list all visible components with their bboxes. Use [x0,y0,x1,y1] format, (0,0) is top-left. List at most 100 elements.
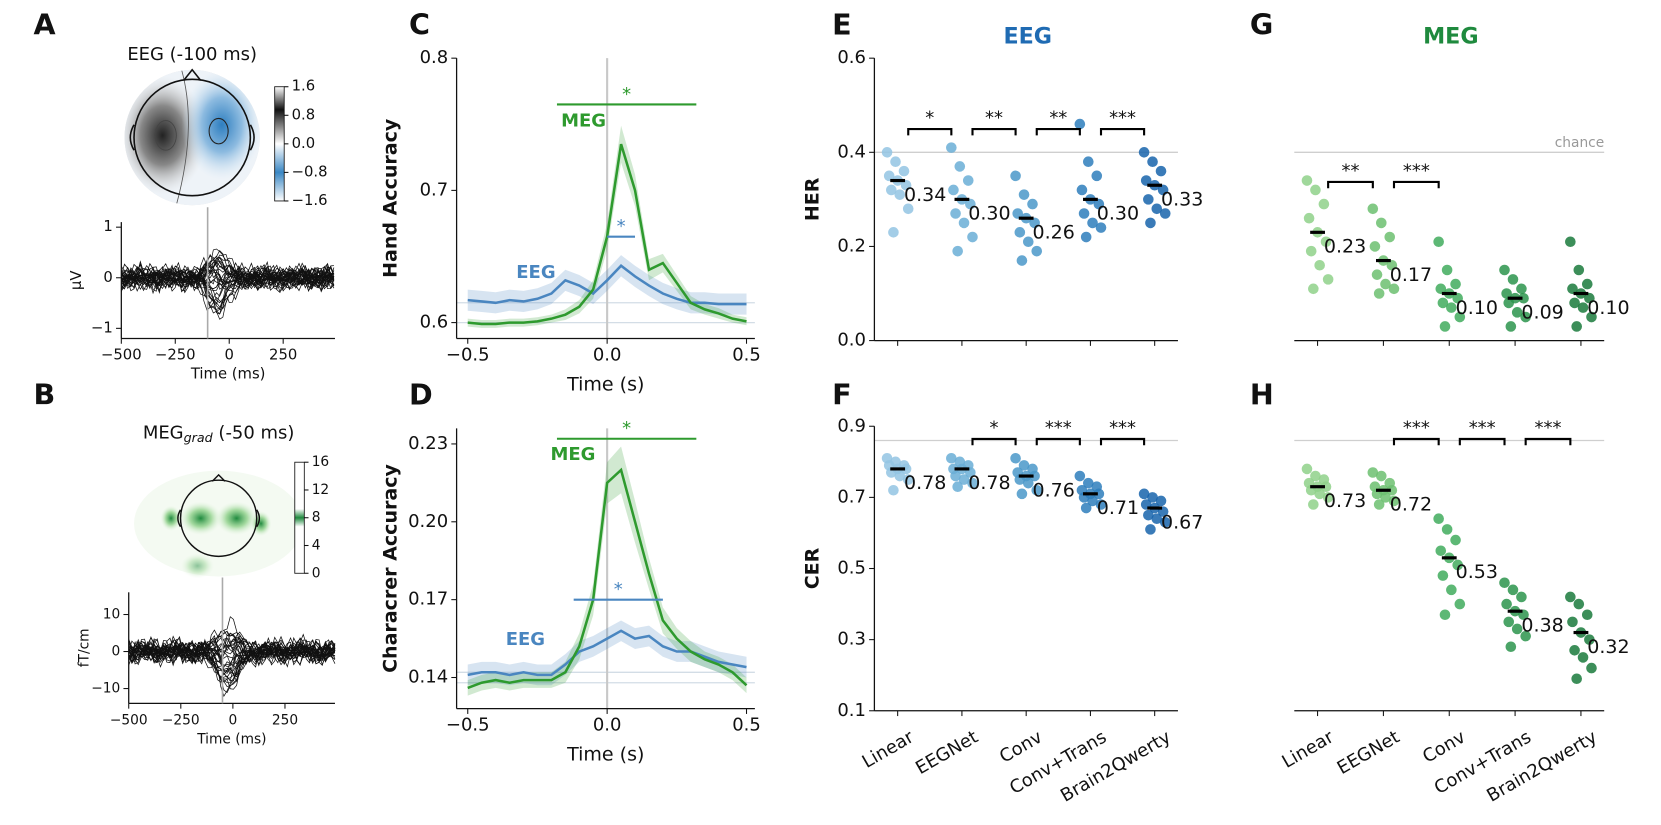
x-tick-label: 250 [272,712,298,728]
significance-label: * [617,216,626,237]
x-tick-label: 0 [225,346,234,363]
significance-bracket [907,127,953,136]
point [1074,118,1086,130]
point [1151,203,1163,215]
point [894,189,906,200]
series-label: MEG [561,111,606,132]
x-tick-label: EEGNet [1334,727,1404,779]
significance-bracket [1524,437,1572,446]
y-tick-label: 0.6 [420,312,449,333]
point [1371,269,1383,280]
point [1143,509,1154,521]
point [1503,297,1515,309]
significance-label: *** [1403,160,1430,181]
panel-letter: F [832,378,852,412]
y-tick-label: 0.3 [837,629,866,650]
median-label: 0.30 [1097,203,1139,225]
significance-bracket [1099,437,1146,446]
point [898,165,910,177]
y-tick-label: 0.0 [837,330,866,351]
point [1507,584,1519,596]
point [1571,673,1582,685]
point [1386,484,1398,496]
x-tick-label: −500 [101,346,142,363]
point [1380,278,1391,290]
point [1567,283,1578,295]
median-label: 0.23 [1324,236,1366,258]
series-label: EEG [506,629,545,650]
point [1080,502,1092,514]
point [946,452,957,464]
trace [128,637,336,663]
point [1569,645,1580,656]
significance-bracket [1035,437,1081,446]
point [962,175,974,186]
point [965,198,976,210]
panel-letter: A [34,7,56,41]
point [1376,217,1387,229]
colorbar-tick-label: 0.8 [292,106,316,123]
y-tick-label: 0 [112,644,121,660]
point [1303,212,1315,224]
point [1454,311,1466,323]
y-tick-label: 0.23 [408,433,448,454]
point [1157,184,1169,196]
median-label: 0.38 [1521,614,1563,636]
point [883,170,895,182]
point [1505,641,1517,653]
y-tick-label: 0.6 [837,47,866,68]
x-tick-label: −0.5 [446,715,490,736]
median-label: 0.78 [904,472,946,494]
significance-label: * [990,417,999,438]
point [1155,495,1167,507]
point [1016,488,1028,500]
x-axis-label: Time (ms) [190,365,266,382]
significance-label: *** [1109,417,1136,438]
title-suffix: (-50 ms) [213,423,295,444]
x-tick-label: Linear [1278,726,1337,772]
x-axis-label: Time (ms) [196,731,266,747]
y-tick-label: 10 [103,607,121,623]
point [1027,198,1038,210]
median-label: 0.67 [1161,511,1203,533]
point [954,161,966,172]
y-tick-label: −1 [91,319,113,336]
panel-title: EEG [1003,24,1052,50]
point [1450,534,1461,546]
y-axis-label: Characrer Accuracy [380,464,402,673]
point [1452,559,1463,571]
point [1437,570,1449,581]
y-tick-label: 1 [103,218,112,235]
point [1581,609,1593,621]
significance-bracket [1392,180,1440,189]
panel-title: MEG [1423,24,1479,50]
median-label: 0.30 [968,203,1010,225]
y-tick-label: 0.4 [837,141,866,162]
point [1322,492,1334,503]
x-tick-label: Linear [859,726,918,772]
point [1452,292,1463,304]
point [1565,236,1576,248]
trace [128,640,336,676]
point [890,156,901,168]
trace [128,635,336,678]
y-tick-label: −10 [91,681,120,697]
significance-label: * [622,84,631,105]
point [1441,264,1453,276]
point [1308,499,1319,510]
significance-label: *** [1045,417,1072,438]
y-axis-label: fT/cm [76,628,92,667]
y-tick-label: 0.20 [408,511,448,532]
colorbar-tick-label: 16 [312,454,329,470]
trace [128,635,336,697]
point [894,470,906,482]
ci-band [467,446,747,696]
point [1095,499,1107,510]
x-tick-label: 0.5 [732,715,761,736]
x-tick-label: Conv [1419,726,1469,767]
point [888,484,899,496]
point [967,477,978,489]
x-tick-label: 0.5 [732,344,761,365]
significance-label: *** [1535,417,1562,438]
point [1511,623,1523,635]
